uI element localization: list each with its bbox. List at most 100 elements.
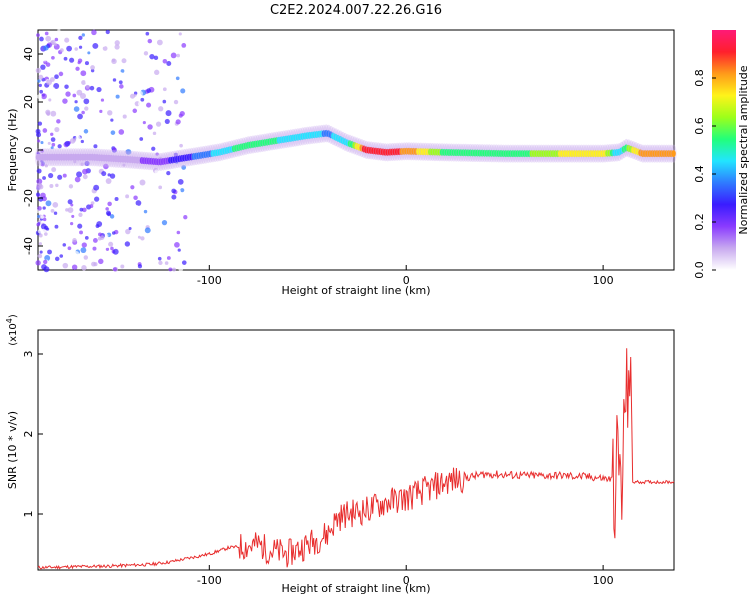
noise-speck (172, 267, 177, 272)
noise-speck (106, 212, 111, 217)
noise-speck (80, 162, 84, 166)
noise-speck (119, 84, 124, 89)
noise-speck (177, 248, 181, 252)
noise-speck (89, 204, 94, 209)
noise-speck (112, 147, 117, 152)
noise-speck (98, 258, 104, 265)
noise-speck (73, 160, 77, 164)
noise-speck (125, 43, 131, 50)
noise-speck (63, 56, 68, 61)
noise-speck (180, 88, 186, 94)
noise-speck (74, 47, 78, 51)
noise-speck (104, 233, 109, 238)
noise-speck (38, 74, 44, 80)
noise-speck (97, 161, 104, 168)
noise-speck (53, 211, 58, 215)
noise-speck (174, 241, 180, 248)
noise-speck (65, 208, 69, 212)
noise-speck (114, 196, 119, 202)
noise-speck (147, 124, 153, 130)
noise-speck (47, 141, 51, 145)
noise-speck (83, 255, 89, 260)
noise-speck (62, 116, 68, 121)
noise-speck (39, 250, 43, 254)
noise-speck (62, 173, 67, 178)
noise-speck (35, 67, 42, 74)
noise-speck (115, 94, 120, 99)
snr-y-multiplier: (x104) (5, 314, 19, 346)
noise-speck (176, 53, 180, 58)
noise-speck (67, 199, 73, 205)
noise-speck (90, 65, 95, 70)
noise-speck (52, 202, 59, 208)
noise-speck (80, 70, 87, 77)
noise-speck (85, 78, 91, 85)
noise-speck (43, 45, 49, 51)
noise-speck (130, 185, 135, 190)
noise-speck (181, 260, 187, 265)
noise-speck (77, 223, 83, 229)
noise-speck (58, 71, 64, 77)
colorbar-tick-label: 0.8 (693, 69, 706, 87)
noise-speck (44, 164, 48, 168)
noise-speck (43, 232, 48, 236)
noise-speck (111, 231, 116, 235)
noise-speck (156, 237, 161, 241)
noise-speck (71, 214, 75, 218)
noise-speck (38, 83, 42, 88)
noise-speck (103, 176, 107, 180)
noise-speck (40, 215, 45, 220)
noise-speck (180, 188, 185, 193)
noise-speck (81, 265, 87, 271)
noise-speck (53, 97, 58, 102)
noise-speck (107, 201, 112, 207)
noise-speck (77, 113, 83, 120)
noise-speck (103, 163, 109, 170)
noise-speck (92, 42, 99, 49)
noise-speck (155, 121, 162, 127)
noise-speck (65, 91, 71, 97)
noise-speck (87, 213, 93, 220)
noise-speck (120, 105, 127, 112)
noise-speck (41, 264, 47, 270)
noise-speck (112, 78, 117, 82)
noise-speck (94, 196, 100, 202)
noise-speck (77, 61, 81, 65)
noise-speck (175, 76, 180, 81)
noise-speck (162, 87, 167, 92)
noise-speck (81, 242, 87, 248)
colorbar-tick-label: 0.4 (693, 165, 706, 183)
noise-speck (37, 79, 41, 83)
y-tick-label: -40 (22, 237, 35, 255)
noise-speck (170, 52, 177, 59)
noise-speck (50, 137, 56, 142)
noise-speck (181, 165, 187, 170)
noise-speck (119, 72, 123, 76)
noise-speck (85, 84, 90, 89)
noise-speck (48, 98, 52, 102)
noise-speck (154, 169, 160, 175)
noise-speck (146, 88, 152, 94)
noise-speck (171, 194, 177, 200)
noise-speck (173, 99, 179, 105)
noise-speck (82, 174, 88, 180)
chart-title: C2E2.2024.007.22.26.G16 (270, 3, 442, 18)
noise-speck (114, 40, 120, 46)
noise-speck (96, 221, 103, 227)
noise-speck (37, 214, 41, 218)
noise-speck (42, 128, 48, 133)
noise-speck (133, 195, 138, 200)
noise-speck (73, 250, 80, 257)
noise-speck (149, 54, 155, 60)
noise-speck (99, 109, 103, 114)
noise-speck (183, 215, 188, 220)
noise-speck (38, 242, 42, 246)
y-tick-label: 1 (22, 511, 35, 518)
noise-speck (50, 110, 57, 117)
x-tick-label: 0 (403, 574, 410, 587)
noise-speck (37, 94, 42, 100)
noise-speck (140, 97, 145, 102)
noise-speck (35, 128, 41, 134)
noise-speck (79, 207, 84, 212)
noise-speck (67, 246, 72, 251)
